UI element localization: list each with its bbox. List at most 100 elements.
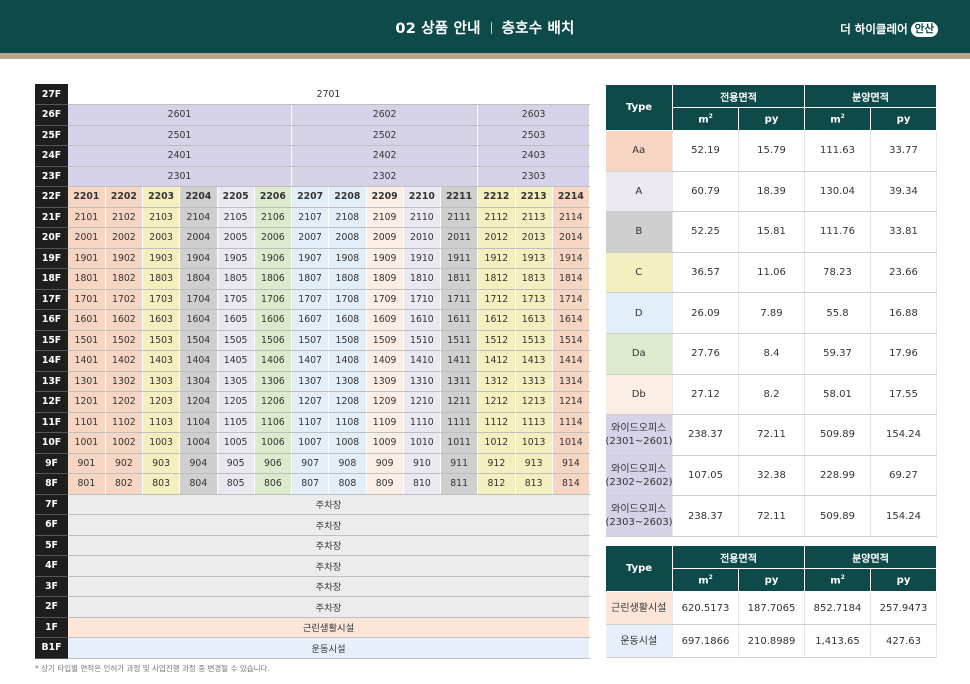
unit-cell: 1707 (291, 289, 330, 310)
unit-cell: 2106 (254, 207, 293, 228)
area-value-cell: 58.01 (804, 374, 871, 416)
table-row: 근린생활시설 620.5173 187.7065 852.7184 257.9473 (605, 591, 937, 625)
exclusive-area-header: 전용면적 (672, 84, 805, 108)
area-value-cell: 1,413.65 (804, 624, 871, 658)
unit-cell: 1101 (68, 412, 106, 433)
area-value-cell: 509.89 (804, 414, 871, 456)
floor-label: 14F (35, 350, 68, 372)
unit-cell: 1114 (552, 412, 591, 433)
unit-py-header: py (738, 568, 805, 592)
floor-label: 10F (35, 432, 68, 454)
area-value-cell: 69.27 (870, 455, 937, 497)
unit-cell: 1105 (217, 412, 255, 433)
unit-cell: 1909 (366, 248, 404, 269)
unit-cell: 2401 (68, 145, 292, 167)
area-value-cell: 238.37 (672, 414, 739, 456)
unit-cell: 1511 (440, 330, 479, 351)
facility-area-table: Type 전용면적 분양면적 m2 py m2 py 근린생활시설 620.5173 187.70… (605, 545, 937, 658)
unit-cell: 1011 (440, 432, 479, 454)
unit-cell: 905 (217, 453, 255, 474)
parking-cell: 주차장 (68, 576, 590, 597)
floor-label: 27F (35, 84, 68, 105)
unit-cell: 1205 (217, 391, 255, 413)
unit-cell: 2003 (142, 227, 181, 249)
area-value-cell: 187.7065 (738, 591, 805, 625)
area-value-cell: 23.66 (870, 252, 937, 294)
unit-m2-header: m2 (672, 568, 739, 592)
unit-cell: 1201 (68, 391, 106, 413)
area-value-cell: 154.24 (870, 495, 937, 537)
type-name-cell: 와이드오피스 (2301~2601) (605, 414, 673, 456)
unit-cell: 811 (440, 473, 479, 495)
sale-area-header: 분양면적 (804, 545, 937, 569)
area-value-cell: 17.55 (870, 374, 937, 416)
unit-cell: 1503 (142, 330, 181, 351)
unit-cell: 1810 (403, 268, 442, 290)
floor-label: 22F (35, 186, 68, 208)
floor-row: 6F 주차장 (35, 514, 590, 536)
area-value-cell: 15.79 (738, 130, 805, 172)
floor-row: 26F 2601 2602 2603 (35, 104, 590, 126)
unit-cell: 1607 (291, 309, 330, 331)
area-value-cell: 18.39 (738, 171, 805, 213)
unit-cell: 914 (552, 453, 591, 474)
floor-label: 4F (35, 555, 68, 577)
floor-label: 15F (35, 330, 68, 351)
exclusive-area-header: 전용면적 (672, 545, 805, 569)
unit-cell: 1706 (254, 289, 293, 310)
area-value-cell: 238.37 (672, 495, 739, 537)
unit-cell: 1614 (552, 309, 591, 331)
unit-cell: 2214 (552, 186, 591, 208)
unit-cell: 2109 (366, 207, 404, 228)
unit-cell: 1213 (515, 391, 553, 413)
floor-label: 6F (35, 514, 68, 536)
unit-cell: 1501 (68, 330, 106, 351)
unit-cell: 1414 (552, 350, 591, 372)
floor-label: 26F (35, 104, 68, 126)
unit-cell: 907 (291, 453, 330, 474)
unit-cell: 1813 (515, 268, 553, 290)
unit-m2-header: m2 (804, 568, 871, 592)
area-value-cell: 78.23 (804, 252, 871, 294)
unit-cell: 1903 (142, 248, 181, 269)
floor-label: 1F (35, 617, 68, 638)
unit-cell: 2007 (291, 227, 330, 249)
floor-row: 4F 주차장 (35, 555, 590, 577)
area-value-cell: 39.34 (870, 171, 937, 213)
unit-cell: 2112 (477, 207, 516, 228)
unit-cell: 2302 (291, 166, 479, 187)
unit-cell: 1106 (254, 412, 293, 433)
area-value-cell: 52.19 (672, 130, 739, 172)
unit-cell: 1510 (403, 330, 442, 351)
unit-cell: 1305 (217, 371, 255, 392)
unit-cell: 1702 (105, 289, 144, 310)
unit-cell: 1406 (254, 350, 293, 372)
unit-cell: 1506 (254, 330, 293, 351)
unit-cell: 1001 (68, 432, 106, 454)
unit-cell: 2013 (515, 227, 553, 249)
floor-row: 11F 1101 1102 1103 1104 1105 1106 1107 1108 1109 1… (35, 412, 591, 433)
floor-label: B1F (35, 637, 68, 659)
unit-cell: 1111 (440, 412, 479, 433)
area-value-cell: 72.11 (738, 414, 805, 456)
unit-cell: 1012 (477, 432, 516, 454)
area-value-cell: 36.57 (672, 252, 739, 294)
floor-row: 17F 1701 1702 1703 1704 1705 1706 1707 1708 1709 1… (35, 289, 591, 310)
unit-cell: 1714 (552, 289, 591, 310)
unit-cell: 2212 (477, 186, 516, 208)
area-value-cell: 27.76 (672, 333, 739, 375)
area-value-cell: 27.12 (672, 374, 739, 416)
unit-cell: 2202 (105, 186, 144, 208)
unit-cell: 1007 (291, 432, 330, 454)
unit-cell: 2303 (477, 166, 590, 187)
floor-row: 25F 2501 2502 2503 (35, 125, 590, 146)
table-header-row: Type 전용면적 분양면적 (605, 84, 937, 131)
table-row: 와이드오피스 (2301~2601) 238.37 72.11 509.89 154.24 (605, 414, 937, 456)
unit-cell: 1805 (217, 268, 255, 290)
unit-cell: 1312 (477, 371, 516, 392)
unit-cell: 911 (440, 453, 479, 474)
area-value-cell: 111.76 (804, 211, 871, 253)
unit-cell: 801 (68, 473, 106, 495)
type-name-cell: 근린생활시설 (605, 591, 673, 625)
unit-cell: 2111 (440, 207, 479, 228)
